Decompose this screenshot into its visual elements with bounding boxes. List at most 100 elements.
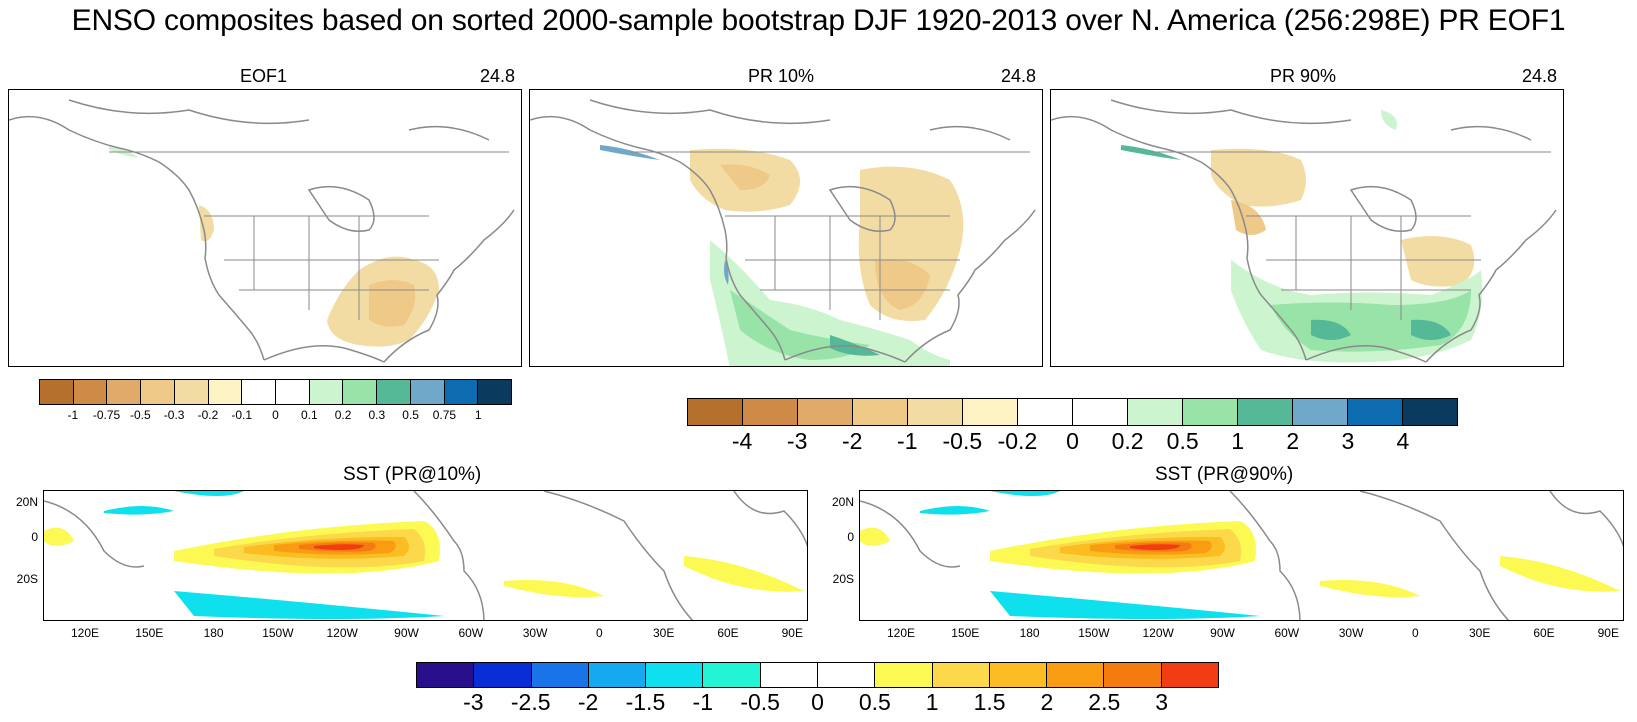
sst-colorbar-tick-label: -2.5	[510, 689, 551, 715]
anomaly-shading	[600, 145, 964, 366]
eof1-colorbar-tick-label: -0.3	[163, 408, 185, 422]
eof1-colorbar-tick-label: 0.2	[334, 408, 352, 422]
sst-x-tick-label: 180	[203, 626, 224, 640]
sst-x-tick-label: 60E	[717, 626, 739, 640]
eof1-colorbar-swatch	[410, 380, 445, 404]
panel-3-title: PR 90%	[1270, 66, 1337, 86]
pr-colorbar-swatch	[1018, 399, 1073, 425]
panel-2-value: 24.8	[1001, 66, 1037, 86]
eof1-colorbar-swatch	[208, 380, 243, 404]
sst-map-pr10	[43, 490, 808, 621]
pr-colorbar-tick-label: 4	[1396, 428, 1410, 454]
borders	[109, 151, 509, 320]
pr-colorbar-tick-label: -3	[786, 428, 808, 454]
panel-2-title: PR 10%	[748, 66, 815, 86]
pr-colorbar-swatch	[798, 399, 853, 425]
pr-colorbar-swatch	[853, 399, 908, 425]
sst-x-tick-label: 60E	[1533, 626, 1555, 640]
eof1-colorbar-labels: -1 -0.75 -0.5 -0.3 -0.2 -0.1 0 0.1 0.2 0.3 0.5 0.75…	[39, 408, 512, 436]
sst-x-tick-label: 120E	[886, 626, 916, 640]
sst-colorbar-swatch	[1047, 663, 1105, 687]
pr-colorbar-swatch	[908, 399, 963, 425]
eof1-colorbar-tick-label: -0.1	[231, 408, 253, 422]
sst-x-tick-label: 120E	[70, 626, 100, 640]
sst-x-tick-label: 60W	[458, 626, 484, 640]
sst-map-1-y-ticks: 20N 0 20S	[8, 490, 41, 621]
sst-map-2-x-ticks: 120E 150E 180 150W 120W 90W 60W 30W 0 30E 60E 90E	[859, 626, 1624, 642]
na-map-pr90	[1050, 89, 1564, 367]
sst-x-tick-label: 30W	[522, 626, 548, 640]
sst-colorbar-swatch	[989, 663, 1048, 687]
panel-1-title: EOF1	[240, 66, 288, 86]
eof1-colorbar-tick-label: 0.5	[402, 408, 419, 422]
sst-colorbar-tick-label: 2	[1040, 689, 1054, 715]
sst-x-tick-label: 60W	[1274, 626, 1300, 640]
sst-map-2-y-ticks: 20N 0 20S	[824, 490, 857, 621]
pr-colorbar-swatch	[688, 399, 743, 425]
sst-colorbar-swatch	[531, 663, 589, 687]
coastlines	[1051, 99, 1557, 363]
sst-colorbar-tick-label: 2.5	[1088, 689, 1121, 715]
sst-colorbar-swatch	[703, 663, 761, 687]
sst-x-tick-label: 90E	[1597, 626, 1619, 640]
sst-colorbar-tick-label: 0	[811, 689, 824, 715]
coastlines	[530, 99, 1036, 363]
sst-colorbar-tick-label: -0.5	[740, 689, 780, 715]
eof1-colorbar-swatch	[309, 380, 344, 404]
sst-colorbar-swatch	[474, 663, 532, 687]
sst-colorbar-tick-label: 1.5	[973, 689, 1006, 715]
sst-x-tick-label: 0	[596, 626, 603, 640]
sst-colorbar-swatch	[646, 663, 704, 687]
sst-coastlines	[44, 491, 807, 620]
sst-colorbar-tick-label: 0.5	[858, 689, 891, 715]
sst-x-tick-label: 30E	[1469, 626, 1491, 640]
sst-colorbar-swatch	[817, 663, 876, 687]
pr-colorbar	[687, 398, 1458, 426]
sst-panel-1-title: SST (PR@10%)	[343, 464, 482, 485]
eof1-colorbar-swatch	[174, 380, 209, 404]
sst-x-tick-label: 90E	[781, 626, 803, 640]
pr-colorbar-tick-label: 0	[1066, 428, 1079, 454]
sst-colorbar-tick-label: -1	[692, 689, 714, 715]
eof1-colorbar-tick-label: 0	[272, 408, 279, 422]
sst-colorbar-tick-label: -3	[463, 689, 484, 715]
sst-x-tick-label: 120W	[1142, 626, 1174, 640]
sst-colorbar-labels: -3 -2.5 -2 -1.5 -1 -0.5 0 0.5 1 1.5 2 2.5 3	[416, 689, 1219, 717]
pr-colorbar-tick-label: -1	[897, 428, 918, 454]
na-map-pr10	[529, 89, 1043, 367]
sst-shading	[44, 491, 804, 619]
sst-x-tick-label: 150W	[262, 626, 294, 640]
pr-colorbar-tick-label: 0.2	[1111, 428, 1144, 454]
panel-1-value: 24.8	[480, 66, 516, 86]
sst-colorbar-swatch	[875, 663, 933, 687]
pr-colorbar-swatch	[1238, 399, 1293, 425]
pr-colorbar-tick-label: 0.5	[1166, 428, 1199, 454]
anomaly-shading	[109, 145, 439, 347]
pr-colorbar-tick-label: -0.5	[942, 428, 983, 454]
pr-colorbar-swatch	[1183, 399, 1238, 425]
sst-x-tick-label: 150E	[951, 626, 980, 640]
sst-y-tick-label: 20N	[15, 495, 38, 509]
eof1-colorbar-swatch	[141, 380, 175, 404]
pr-colorbar-tick-label: -0.2	[997, 428, 1038, 454]
eof1-colorbar-swatch	[343, 380, 378, 404]
sst-colorbar-tick-label: -2	[577, 689, 599, 715]
eof1-colorbar-tick-label: -1	[67, 408, 79, 422]
eof1-colorbar-swatch	[377, 380, 411, 404]
borders	[630, 151, 1030, 320]
sst-y-tick-label: 0	[31, 530, 38, 544]
pr-colorbar-tick-label: 2	[1286, 428, 1300, 454]
eof1-colorbar-swatch	[276, 380, 310, 404]
sst-colorbar-tick-label: 3	[1155, 689, 1169, 715]
pr-colorbar-swatch	[743, 399, 798, 425]
panel-3-value: 24.8	[1522, 66, 1558, 86]
eof1-colorbar-swatch	[478, 380, 512, 404]
eof1-colorbar-swatch	[444, 380, 479, 404]
sst-panel-2-title: SST (PR@90%)	[1155, 464, 1294, 485]
borders	[1151, 151, 1551, 320]
pr-colorbar-tick-label: 3	[1341, 428, 1355, 454]
pr-colorbar-swatch	[1073, 399, 1128, 425]
sst-map-1-x-ticks: 120E 150E 180 150W 120W 90W 60W 30W 0 30E 60E 90E	[43, 626, 808, 642]
sst-colorbar-swatch	[588, 663, 647, 687]
sst-x-tick-label: 180	[1019, 626, 1040, 640]
